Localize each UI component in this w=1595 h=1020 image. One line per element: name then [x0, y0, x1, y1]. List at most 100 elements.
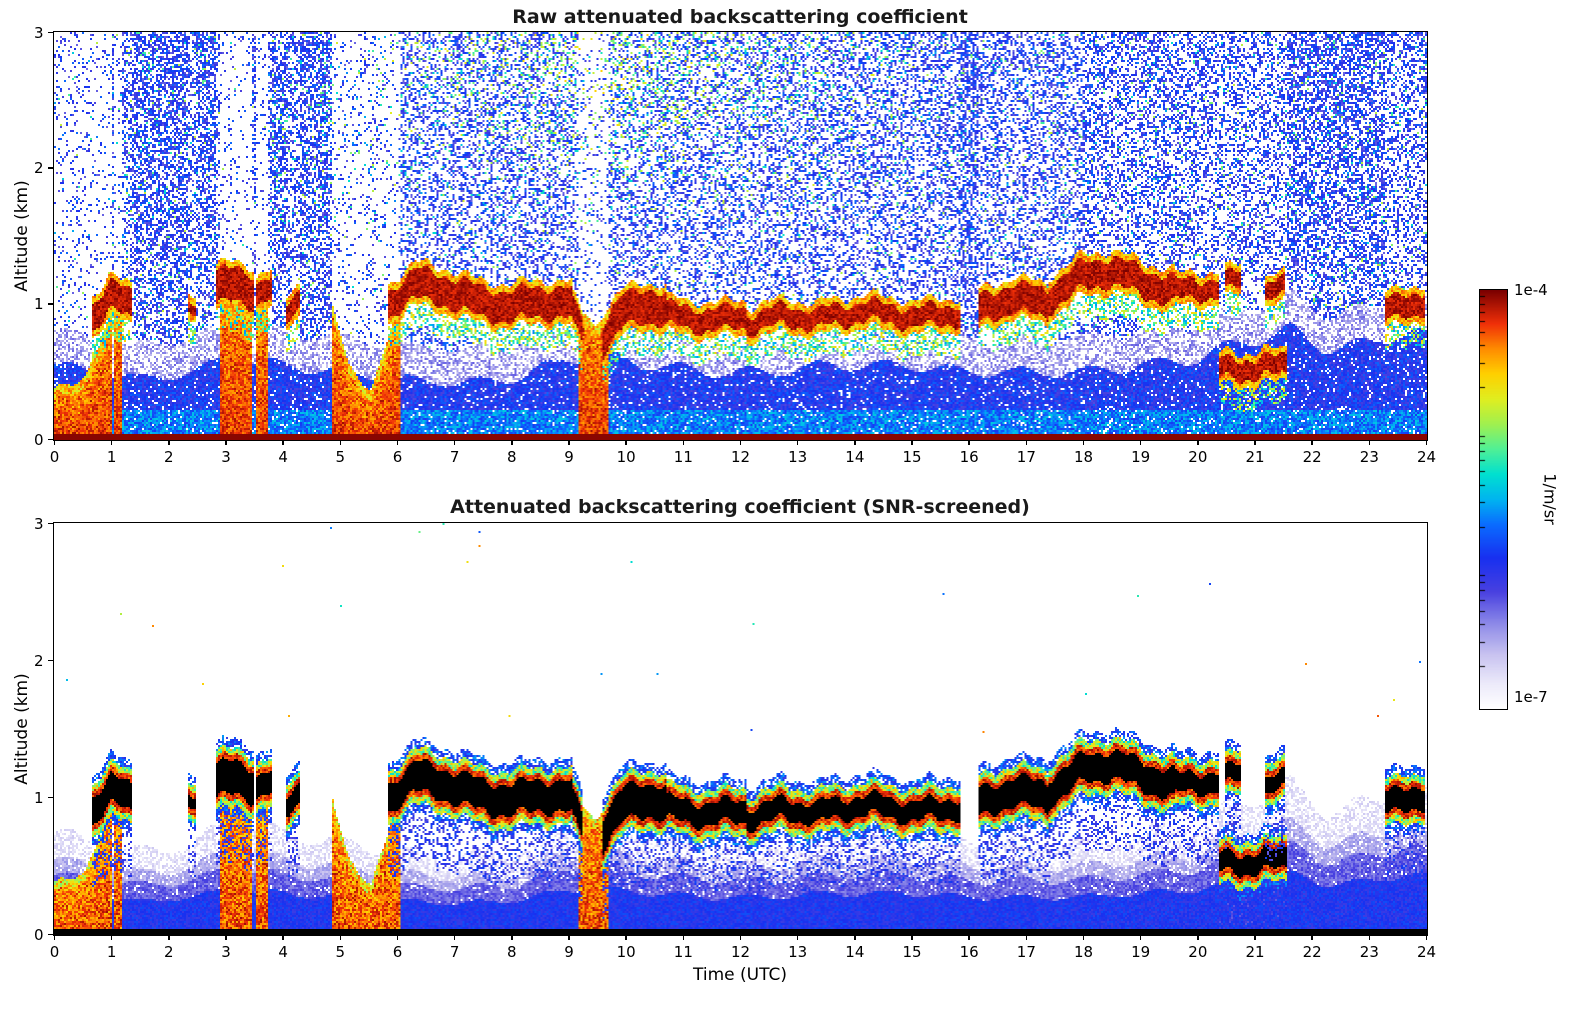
x-tick-mark: [339, 934, 342, 940]
x-tick-mark: [682, 934, 685, 940]
x-tick-mark: [682, 439, 685, 445]
y-tick-label: 0: [33, 430, 44, 449]
x-tick-label: 7: [449, 448, 460, 466]
x-tick-mark: [854, 934, 856, 940]
x-tick-mark: [1197, 934, 1199, 940]
x-tick-mark: [1368, 934, 1371, 940]
x-tick-label: 6: [392, 448, 403, 466]
x-tick-mark: [1025, 439, 1028, 445]
raw-heatmap-panel: [53, 31, 1428, 441]
y-tick-mark: [48, 796, 54, 799]
x-tick-mark: [1139, 934, 1142, 940]
colorbar-min-label: 1e-7: [1514, 688, 1548, 706]
y-tick-label: 1: [33, 788, 44, 807]
x-tick-label: 7: [449, 943, 460, 961]
x-tick-label: 0: [49, 448, 60, 466]
colorbar: [1479, 289, 1508, 710]
x-tick-label: 24: [1416, 943, 1437, 961]
x-axis-label: Time (UTC): [693, 965, 787, 985]
x-tick-mark: [282, 439, 284, 445]
y-tick-mark: [48, 659, 54, 662]
y-tick-mark: [48, 438, 54, 441]
x-tick-label: 9: [564, 448, 574, 466]
x-tick-mark: [53, 439, 56, 445]
x-tick-label: 3: [221, 448, 231, 466]
screened-y-axis-label: Altitude (km): [12, 673, 32, 785]
x-tick-label: 4: [278, 448, 288, 466]
x-tick-mark: [739, 439, 742, 445]
colorbar-gradient-canvas: [1480, 290, 1507, 709]
x-tick-label: 8: [507, 448, 517, 466]
x-tick-mark: [1425, 934, 1428, 940]
x-tick-mark: [453, 934, 456, 940]
y-tick-mark: [48, 31, 54, 34]
x-tick-label: 19: [1131, 943, 1151, 961]
x-tick-label: 6: [392, 943, 403, 961]
x-tick-mark: [796, 439, 799, 445]
screened-heatmap-canvas: [54, 523, 1427, 935]
x-tick-mark: [453, 439, 456, 445]
y-tick-mark: [48, 303, 54, 305]
x-tick-label: 20: [1188, 943, 1208, 961]
x-tick-label: 14: [845, 943, 865, 961]
x-tick-label: 15: [902, 943, 922, 961]
y-tick-mark: [48, 933, 54, 936]
x-tick-mark: [1368, 439, 1371, 445]
x-tick-label: 10: [616, 448, 636, 466]
x-tick-label: 11: [673, 448, 693, 466]
x-tick-label: 12: [730, 943, 751, 961]
colorbar-max-label: 1e-4: [1514, 281, 1548, 299]
y-tick-label: 3: [33, 514, 44, 533]
x-tick-label: 23: [1359, 943, 1379, 961]
x-tick-mark: [1311, 934, 1313, 940]
x-tick-mark: [568, 934, 570, 940]
x-tick-mark: [225, 934, 227, 940]
x-tick-mark: [625, 934, 627, 940]
x-tick-mark: [511, 439, 513, 445]
x-tick-label: 9: [564, 943, 574, 961]
y-tick-mark: [48, 522, 54, 525]
x-tick-label: 5: [335, 943, 346, 961]
x-tick-mark: [339, 439, 342, 445]
x-tick-mark: [53, 934, 56, 940]
x-tick-mark: [911, 439, 913, 445]
x-tick-mark: [1197, 439, 1199, 445]
x-tick-label: 13: [788, 448, 808, 466]
x-tick-mark: [739, 934, 742, 940]
x-tick-label: 16: [959, 448, 979, 466]
y-tick-label: 0: [33, 925, 44, 944]
x-tick-mark: [168, 934, 170, 940]
raw-y-axis-label: Altitude (km): [12, 180, 32, 292]
x-tick-label: 21: [1245, 448, 1265, 466]
screened-panel-title: Attenuated backscattering coefficient (S…: [450, 496, 1030, 518]
x-tick-label: 1: [106, 448, 117, 466]
x-tick-mark: [911, 934, 913, 940]
y-tick-label: 2: [33, 159, 44, 178]
x-tick-mark: [625, 439, 627, 445]
x-tick-mark: [396, 934, 399, 940]
x-tick-label: 11: [673, 943, 693, 961]
x-tick-label: 18: [1073, 448, 1094, 466]
x-tick-label: 3: [221, 943, 231, 961]
x-tick-label: 17: [1016, 448, 1036, 466]
x-tick-label: 10: [616, 943, 636, 961]
y-tick-label: 1: [33, 294, 44, 313]
x-tick-mark: [1082, 934, 1085, 940]
x-tick-label: 24: [1416, 448, 1437, 466]
x-tick-label: 13: [788, 943, 808, 961]
x-tick-label: 17: [1016, 943, 1036, 961]
x-tick-mark: [110, 934, 113, 940]
x-tick-label: 2: [164, 448, 174, 466]
x-tick-mark: [1254, 439, 1256, 445]
x-tick-label: 5: [335, 448, 346, 466]
x-tick-label: 16: [959, 943, 979, 961]
screened-heatmap-panel: [53, 522, 1428, 936]
x-tick-mark: [1425, 439, 1428, 445]
x-tick-label: 8: [507, 943, 517, 961]
x-tick-mark: [968, 934, 970, 940]
x-tick-mark: [1025, 934, 1028, 940]
x-tick-mark: [568, 439, 570, 445]
x-tick-label: 22: [1302, 943, 1322, 961]
x-tick-label: 2: [164, 943, 174, 961]
